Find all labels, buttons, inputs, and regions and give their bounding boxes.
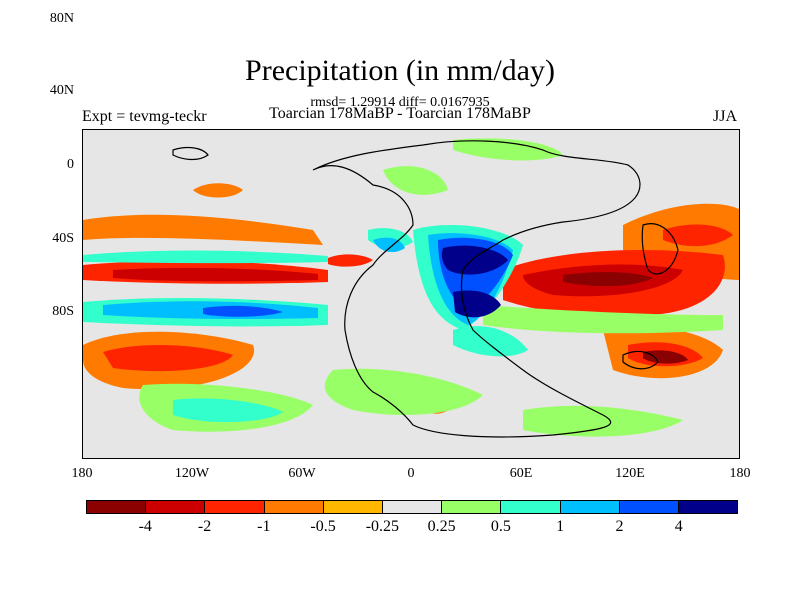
rmsd-diff-stats: rmsd= 1.29914 diff= 0.0167935 bbox=[310, 95, 490, 110]
continent-coastline bbox=[312, 140, 641, 438]
colorbar-label: -2 bbox=[197, 518, 212, 535]
colorbar-swatch bbox=[264, 501, 324, 513]
arctic-dry-patch bbox=[193, 183, 243, 198]
y-tick-0: 0 bbox=[67, 157, 74, 172]
colorbar-label: -4 bbox=[138, 518, 152, 535]
arctic-wet-patch bbox=[453, 138, 563, 161]
coastline-outlines bbox=[172, 140, 679, 438]
y-tick-80s: 80S bbox=[52, 304, 74, 319]
colorbar-swatch bbox=[382, 501, 443, 513]
experiment-subtitle: Toarcian 178MaBP - Toarcian 178MaBP bbox=[269, 105, 531, 122]
colorbar-swatch bbox=[678, 501, 738, 513]
north-pacific-dry-core bbox=[113, 267, 318, 282]
colorbar-label: -1 bbox=[257, 518, 271, 535]
x-tick-120e: 120E bbox=[615, 466, 645, 481]
indian-ocean-extreme-dry bbox=[563, 272, 653, 287]
colorbar-swatch bbox=[442, 501, 502, 513]
y-tick-40n: 40N bbox=[49, 83, 74, 98]
x-tick-180-right: 180 bbox=[729, 466, 751, 481]
southern-ocean-wet-band bbox=[173, 398, 283, 423]
precipitation-map bbox=[82, 129, 740, 459]
colorbar-label: 0.5 bbox=[490, 518, 511, 535]
colorbar-swatch bbox=[560, 501, 620, 513]
x-tick-60w: 60W bbox=[288, 466, 316, 481]
arctic-island-coastline bbox=[172, 146, 209, 161]
colorbar-label: 4 bbox=[674, 518, 683, 535]
europe-wet-patch bbox=[383, 166, 448, 195]
map-canvas bbox=[83, 138, 739, 438]
x-tick-120w: 120W bbox=[174, 466, 210, 481]
y-tick-80n: 80N bbox=[49, 11, 74, 26]
indian-ocean-wet-patch bbox=[453, 326, 528, 357]
colorbar-swatch bbox=[619, 501, 679, 513]
pacific-wet-streak bbox=[203, 305, 283, 317]
map-title: Precipitation (in mm/day) bbox=[245, 54, 555, 87]
x-tick-180-left: 180 bbox=[71, 466, 93, 481]
south-west-pacific-extreme-dry bbox=[643, 350, 688, 364]
colorbar bbox=[86, 500, 738, 514]
north-pacific-dry-band bbox=[83, 214, 323, 245]
colorbar-label: -0.25 bbox=[365, 518, 400, 535]
y-tick-40s: 40S bbox=[52, 231, 74, 246]
colorbar-swatch bbox=[501, 501, 561, 513]
south-atlantic-wet-band bbox=[324, 368, 483, 415]
colorbar-label: -0.5 bbox=[310, 518, 336, 535]
north-africa-extreme-wet bbox=[441, 245, 508, 275]
colorbar-swatch bbox=[146, 501, 206, 513]
antarctic-wet-patch bbox=[523, 405, 683, 437]
colorbar-swatch bbox=[205, 501, 265, 513]
southern-indian-wet-band bbox=[483, 305, 723, 334]
season-label: JJA bbox=[713, 108, 738, 125]
x-tick-60e: 60E bbox=[509, 466, 533, 481]
x-tick-0: 0 bbox=[407, 466, 415, 481]
north-tropical-wet-band bbox=[83, 250, 328, 264]
colorbar-label: 2 bbox=[615, 518, 624, 535]
south-pacific-dry-core bbox=[103, 344, 233, 372]
colorbar-swatch bbox=[87, 501, 147, 513]
experiment-label: Expt = tevmg-teckr bbox=[82, 108, 207, 125]
atlantic-dry-streak bbox=[328, 254, 373, 267]
colorbar-swatch bbox=[323, 501, 383, 513]
south-island-coastline bbox=[622, 350, 659, 370]
east-coast-coastline bbox=[641, 223, 679, 275]
colorbar-label: 0.25 bbox=[427, 518, 456, 535]
western-pacific-dry-core bbox=[663, 224, 733, 247]
colorbar-label: 1 bbox=[556, 518, 565, 535]
